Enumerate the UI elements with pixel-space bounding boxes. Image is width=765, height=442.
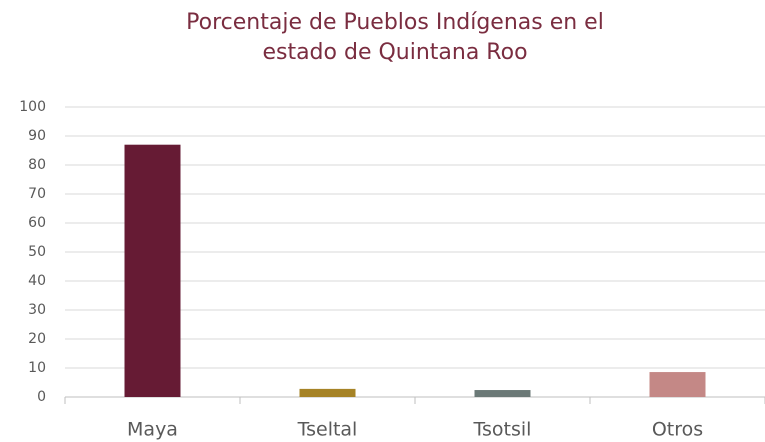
y-tick-label: 90 xyxy=(28,128,46,144)
bar xyxy=(649,372,706,397)
y-tick-label: 20 xyxy=(28,331,46,347)
x-tick-label: Tseltal xyxy=(297,419,358,441)
bar xyxy=(299,388,356,397)
y-tick-label: 60 xyxy=(28,215,46,231)
x-tick-label: Tsotsil xyxy=(473,419,532,441)
chart-title: Porcentaje de Pueblos Indígenas en el es… xyxy=(186,10,604,65)
y-tick-label: 0 xyxy=(37,389,46,405)
y-tick-label: 30 xyxy=(28,302,46,318)
x-tick-label: Maya xyxy=(127,419,178,441)
y-tick-label: 40 xyxy=(28,273,46,289)
y-tick-label: 80 xyxy=(28,157,46,173)
y-tick-label: 70 xyxy=(28,186,46,202)
y-tick-label: 100 xyxy=(19,99,46,115)
bar xyxy=(124,144,181,397)
y-tick-label: 50 xyxy=(28,244,46,260)
bar xyxy=(474,390,531,397)
x-tick-label: Otros xyxy=(652,419,703,441)
y-tick-label: 10 xyxy=(28,360,46,376)
